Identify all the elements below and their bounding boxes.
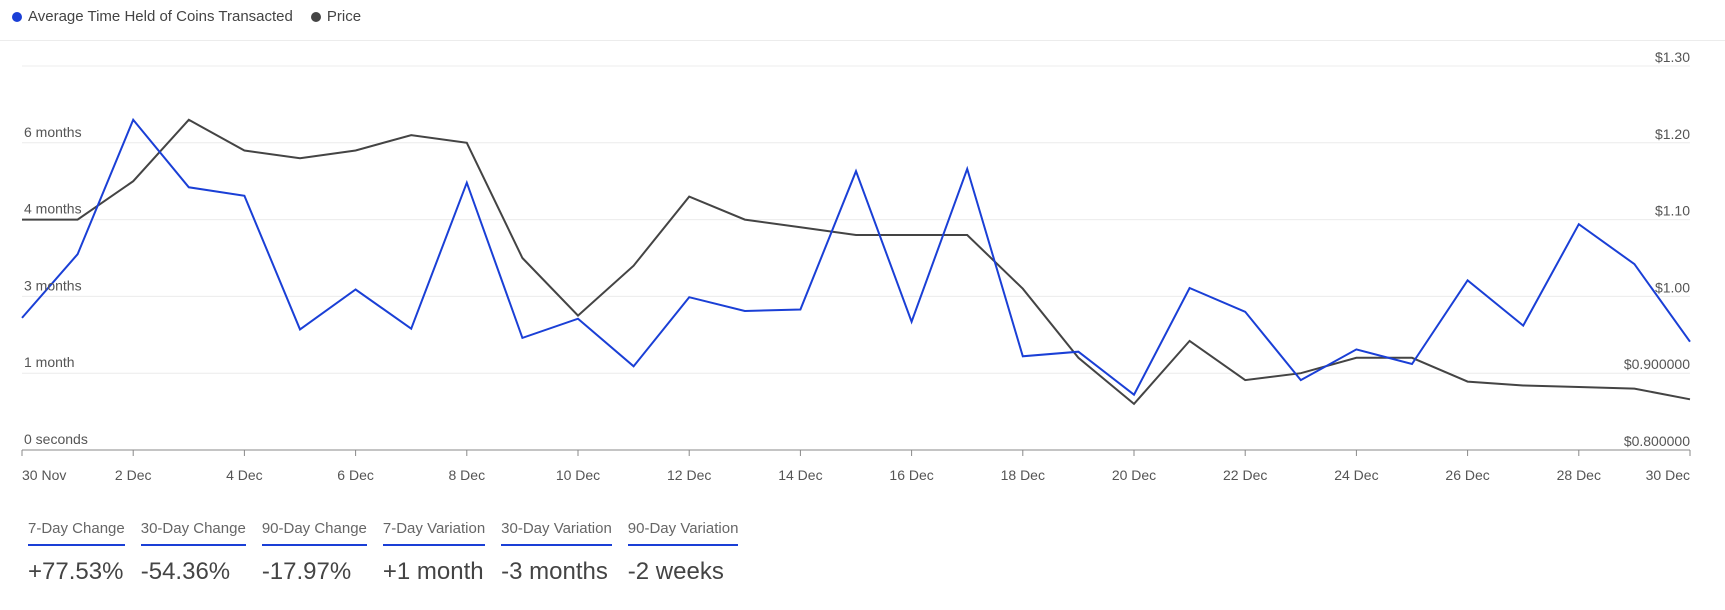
right-axis-tick-label: $1.30 (1655, 49, 1690, 65)
x-axis-tick-label: 30 Nov (22, 467, 66, 483)
tick-labels: $0.800000 $0.900000 $1.00 $1.10 $1.20 $1.30 0 … (22, 49, 1690, 483)
x-axis-tick-label: 24 Dec (1334, 467, 1378, 483)
legend-item-avg-time-held[interactable]: Average Time Held of Coins Transacted (12, 8, 293, 25)
left-axis-tick-label: 0 seconds (24, 431, 88, 447)
stats-row: 7-Day Change +77.53% 30-Day Change -54.3… (28, 520, 739, 586)
stat-label: 7-Day Variation (382, 520, 486, 546)
stat-label: 90-Day Change (261, 520, 367, 546)
x-axis-tick-label: 6 Dec (337, 467, 374, 483)
series-lines (21, 117, 1691, 406)
x-axis-tick-label: 20 Dec (1112, 467, 1156, 483)
right-axis-tick-label: $0.900000 (1624, 356, 1690, 372)
stat-label: 90-Day Variation (627, 520, 739, 546)
x-axis-tick-label: 16 Dec (889, 467, 933, 483)
stat-7-day-change[interactable]: 7-Day Change +77.53% (28, 520, 125, 586)
stat-7-day-variation[interactable]: 7-Day Variation +1 month (382, 520, 486, 586)
stat-value: -54.36% (140, 558, 231, 585)
left-axis-tick-label: 3 months (24, 277, 82, 293)
price-dot-icon (310, 11, 321, 22)
stat-90-day-variation[interactable]: 90-Day Variation -2 weeks (627, 520, 739, 586)
stat-value: -17.97% (261, 558, 352, 585)
right-axis-tick-label: $1.10 (1655, 203, 1690, 219)
x-axis-tick-label: 14 Dec (778, 467, 822, 483)
avg-time-held-series-line[interactable] (21, 117, 1691, 397)
stat-value: -2 weeks (627, 558, 724, 585)
x-axis-tick-label: 12 Dec (667, 467, 711, 483)
avg-time-held-dot-icon (12, 11, 22, 22)
legend-label-price: Price (326, 8, 362, 25)
right-axis-tick-label: $1.00 (1655, 279, 1690, 295)
stat-30-day-change[interactable]: 30-Day Change -54.36% (140, 520, 246, 586)
legend-label-avg-time-held: Average Time Held of Coins Transacted (28, 8, 293, 25)
grid-lines (22, 65, 1690, 451)
left-axis-tick-label: 1 month (24, 354, 75, 370)
price-series-line[interactable] (22, 118, 1691, 406)
chart-legend: Average Time Held of Coins Transacted Pr… (12, 8, 361, 25)
stat-label: 30-Day Change (140, 520, 246, 546)
stat-90-day-change[interactable]: 90-Day Change -17.97% (261, 520, 367, 586)
right-axis-tick-label: $1.20 (1655, 126, 1690, 142)
right-axis-tick-label: $0.800000 (1624, 433, 1690, 449)
left-axis-tick-label: 6 months (24, 124, 82, 140)
x-axis-tick-label: 10 Dec (556, 467, 600, 483)
left-axis-tick-label: 4 months (24, 201, 82, 217)
x-axis-tick-label: 18 Dec (1001, 467, 1045, 483)
x-axis-tick-label: 8 Dec (449, 467, 486, 483)
x-axis-tick-label: 4 Dec (226, 467, 263, 483)
x-axis-tick-label: 22 Dec (1223, 467, 1267, 483)
stat-value: +1 month (382, 558, 484, 585)
axes (21, 450, 1691, 456)
x-axis-tick-label: 26 Dec (1445, 467, 1489, 483)
stat-label: 7-Day Change (28, 520, 125, 546)
legend-divider (0, 40, 1725, 41)
x-axis-tick-label: 28 Dec (1557, 467, 1601, 483)
line-chart: $0.800000 $0.900000 $1.00 $1.10 $1.20 $1.30 0 … (21, 49, 1691, 483)
stat-value: +77.53% (28, 558, 124, 585)
legend-item-price[interactable]: Price (310, 8, 362, 25)
stat-label: 30-Day Variation (501, 520, 612, 546)
x-axis-tick-label: 30 Dec (1646, 467, 1690, 483)
stat-30-day-variation[interactable]: 30-Day Variation -3 months (501, 520, 612, 586)
x-axis-tick-label: 2 Dec (115, 467, 152, 483)
stat-value: -3 months (501, 558, 608, 585)
